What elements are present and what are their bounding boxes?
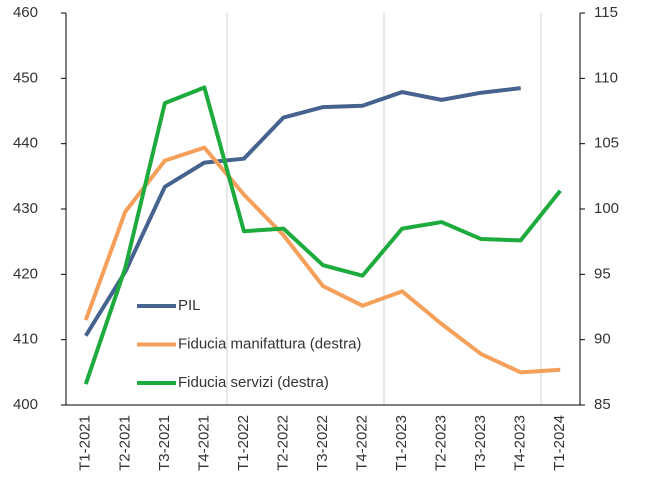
x-tick-label: T1-2024 [551,415,568,471]
legend-label: Fiducia manifattura (destra) [178,335,361,352]
series-line [83,85,562,385]
y2-tick-label: 100 [594,200,619,217]
y-tick-label: 440 [13,135,38,152]
x-tick-label: T2-2021 [116,415,133,471]
x-tick-label: T2-2023 [433,415,450,471]
legend-label: PIL [178,297,201,314]
x-tick-label: T4-2022 [354,415,371,471]
series-line [84,86,521,337]
y2-tick-label: 110 [594,69,618,86]
legend-label: Fiducia servizi (destra) [178,374,329,391]
series-line [83,145,561,375]
y2-tick-label: 90 [594,331,611,348]
y2-tick-label: 115 [594,4,618,21]
y-tick-label: 430 [13,200,38,217]
y2-tick-label: 95 [594,265,611,282]
y-tick-label: 420 [13,265,38,282]
x-tick-label: T4-2023 [512,415,529,471]
x-tick-label: T1-2023 [393,415,410,471]
x-tick-label: T2-2022 [274,415,291,471]
y2-tick-label: 85 [594,396,611,413]
x-tick-label: T1-2022 [235,415,252,471]
y2-tick-label: 105 [594,135,619,152]
x-tick-label: T3-2023 [472,415,489,471]
y-tick-label: 460 [13,4,38,21]
x-tick-label: T1-2021 [77,415,94,471]
x-tick-label: T3-2021 [156,415,173,471]
y-tick-label: 410 [13,331,38,348]
y-tick-label: 400 [13,396,38,413]
x-tick-label: T3-2022 [314,415,331,471]
x-tick-label: T4-2021 [195,415,212,471]
y-tick-label: 450 [13,69,38,86]
